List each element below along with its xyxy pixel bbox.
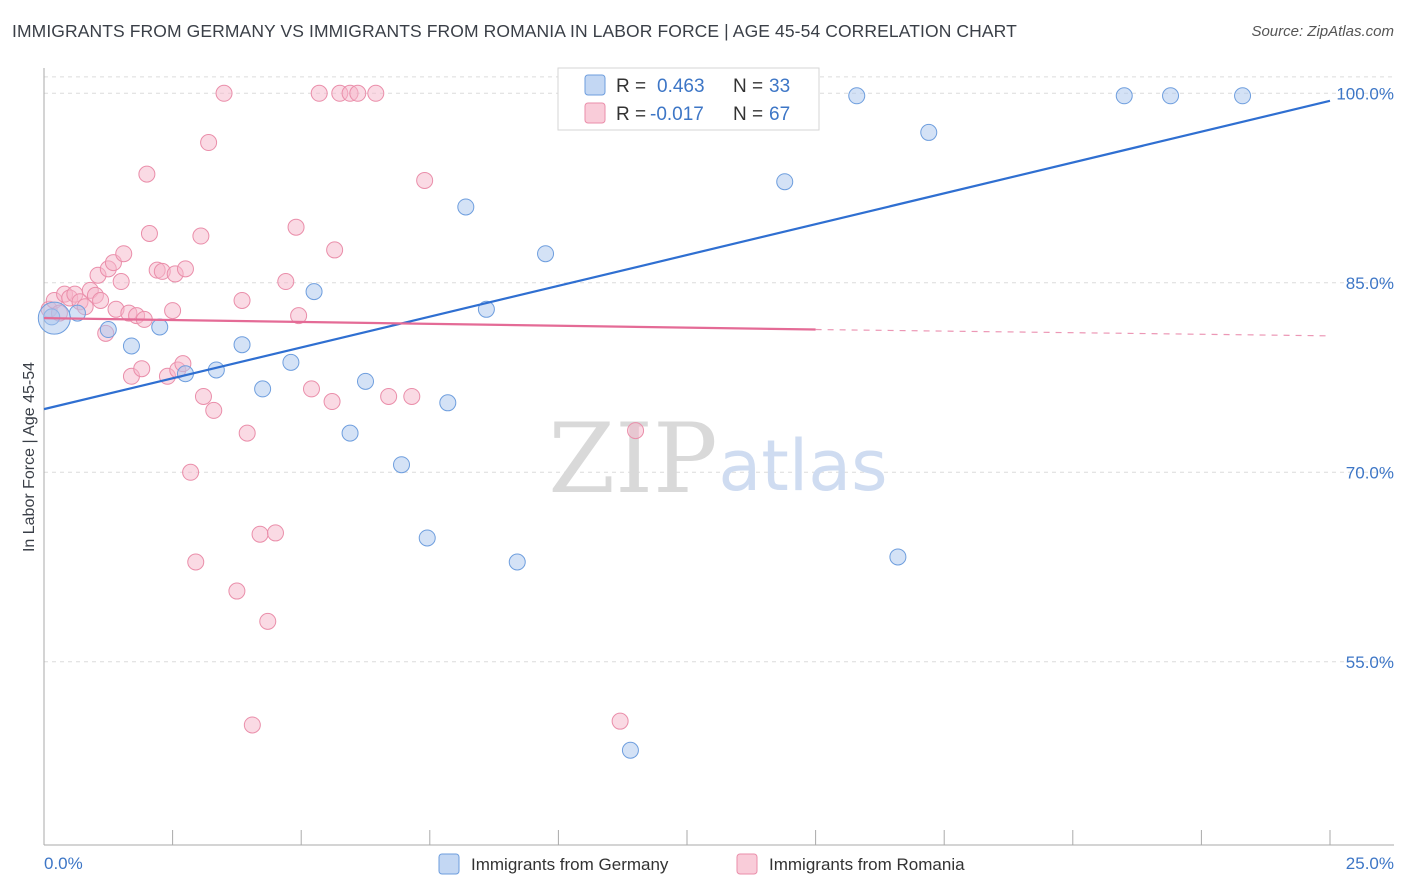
axes [43, 68, 1394, 846]
data-point [164, 302, 182, 320]
data-point [889, 548, 907, 566]
data-point [99, 321, 117, 339]
germany-r-value: 0.463 [657, 76, 705, 97]
data-point [349, 84, 367, 102]
data-point [537, 245, 555, 263]
germany-r-label: R = [616, 76, 646, 97]
data-point [508, 553, 526, 571]
data-point [282, 353, 300, 371]
germany-n-value: 33 [769, 76, 790, 97]
y-tick-label: 70.0% [1346, 463, 1394, 482]
romania-n-value: 67 [769, 104, 790, 125]
data-point [200, 134, 218, 152]
data-point [326, 241, 344, 259]
data-point [228, 582, 246, 600]
data-point [380, 387, 398, 405]
data-point [305, 283, 323, 301]
data-point [92, 291, 110, 309]
data-point [302, 380, 320, 398]
data-point [187, 553, 205, 571]
germany-swatch [584, 74, 606, 96]
source-credit: Source: ZipAtlas.com [1251, 23, 1394, 40]
series-romania-points [40, 84, 645, 734]
data-point [310, 84, 328, 102]
data-point [357, 372, 374, 390]
x-tick-label-min: 0.0% [44, 854, 83, 873]
data-point [341, 424, 359, 442]
data-point [287, 218, 305, 236]
data-point [194, 387, 212, 405]
legend-germany-swatch [438, 853, 460, 875]
data-point [243, 716, 261, 734]
legend-romania-swatch [736, 853, 758, 875]
romania-swatch [584, 102, 606, 124]
data-point [205, 401, 223, 419]
data-point [112, 273, 130, 291]
data-point [251, 525, 269, 543]
data-point [416, 171, 434, 189]
y-tick-label: 100.0% [1336, 84, 1394, 103]
y-axis-tick-labels: 55.0% 70.0% 85.0% 100.0% [1336, 84, 1394, 672]
data-point [233, 336, 251, 354]
data-point [233, 291, 251, 309]
data-point [848, 87, 866, 105]
data-point [477, 300, 495, 318]
gridlines [44, 76, 1394, 663]
data-point [1234, 87, 1252, 105]
romania-r-value: -0.017 [650, 104, 704, 125]
data-point [115, 245, 133, 263]
data-point [1115, 87, 1133, 105]
watermark: ZIP atlas [548, 403, 887, 515]
data-point [323, 393, 341, 411]
data-point [457, 198, 475, 216]
data-point [192, 227, 210, 245]
data-point [290, 307, 308, 325]
romania-trend-line [43, 317, 816, 331]
data-point [277, 273, 295, 291]
data-point [367, 84, 385, 102]
data-point [151, 318, 169, 336]
y-axis-label: In Labor Force | Age 45-54 [21, 362, 38, 552]
romania-trend-extension [815, 328, 1331, 337]
data-point [138, 165, 156, 183]
data-point [259, 612, 277, 630]
legend-romania-label: Immigrants from Romania [769, 855, 965, 874]
data-point [621, 741, 639, 759]
data-point [439, 394, 457, 412]
data-point [611, 712, 629, 730]
data-point [266, 524, 284, 542]
watermark-zip: ZIP [548, 403, 717, 515]
germany-trend-line [43, 99, 1331, 411]
data-point [176, 260, 194, 278]
y-tick-label: 85.0% [1346, 274, 1394, 293]
trend-lines [43, 99, 1331, 411]
x-tick-label-max: 25.0% [1346, 854, 1394, 873]
data-point [238, 424, 256, 442]
data-point [418, 529, 436, 547]
data-point [403, 387, 421, 405]
y-tick-label: 55.0% [1346, 653, 1394, 672]
data-point [215, 84, 233, 102]
data-point [254, 380, 272, 398]
legend-germany-label: Immigrants from Germany [471, 855, 669, 874]
data-point [627, 422, 645, 440]
germany-n-label: N = [733, 76, 763, 97]
data-point [393, 456, 411, 474]
romania-r-label: R = [616, 104, 646, 125]
data-point [140, 225, 158, 243]
data-point [920, 123, 938, 141]
chart-title: IMMIGRANTS FROM GERMANY VS IMMIGRANTS FR… [12, 21, 1017, 41]
data-point [182, 463, 200, 481]
watermark-atlas: atlas [718, 425, 887, 507]
data-point [1162, 87, 1180, 105]
data-point [776, 173, 794, 191]
data-point [133, 360, 151, 378]
romania-n-label: N = [733, 104, 763, 125]
stats-legend: R = 0.463 N = 33 R = -0.017 N = 67 [557, 67, 820, 131]
bottom-legend: Immigrants from Germany Immigrants from … [438, 853, 965, 875]
x-axis-ticks [43, 830, 1331, 845]
data-point [122, 337, 140, 355]
